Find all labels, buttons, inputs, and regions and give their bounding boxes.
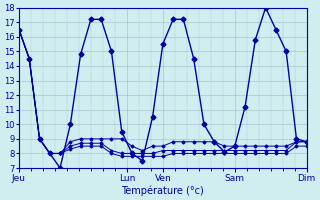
X-axis label: Température (°c): Température (°c) xyxy=(122,185,204,196)
